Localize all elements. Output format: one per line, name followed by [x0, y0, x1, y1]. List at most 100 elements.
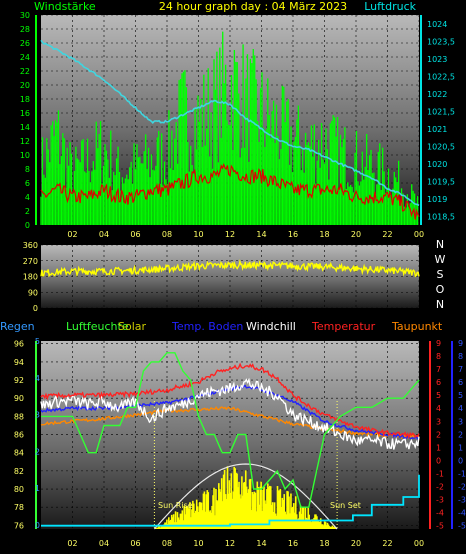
- soil-temperature-tick-label: 8: [458, 352, 463, 361]
- x-tick-label: 04: [99, 539, 109, 548]
- humidity-tick-label: 96: [14, 340, 24, 349]
- rain-line: [41, 474, 420, 527]
- wind-tick-label: 12: [20, 137, 30, 146]
- temperature-tick-label: -2: [436, 483, 444, 492]
- x-tick-label: 08: [162, 230, 172, 239]
- humidity-tick-label: 80: [14, 485, 24, 494]
- x-tick-label: 20: [351, 230, 361, 239]
- pressure-tick-label: 1019,5: [427, 177, 455, 186]
- pressure-tick-label: 1020: [427, 160, 447, 169]
- pressure-tick-label: 1020,5: [427, 142, 455, 151]
- pressure-tick-label: 1019: [427, 195, 447, 204]
- rain-tick-label: 3: [35, 411, 40, 420]
- soil-temperature-tick-label: 0: [458, 456, 463, 465]
- humidity-tick-label: 86: [14, 431, 24, 440]
- pressure-tick-label: 1023,5: [427, 37, 455, 46]
- wind-tick-label: 4: [25, 193, 30, 202]
- temperature-tick-label: -4: [436, 509, 444, 518]
- direction-tick-label: 0: [33, 304, 38, 313]
- wind-tick-label: 8: [25, 165, 30, 174]
- temperature-series: [40, 352, 420, 527]
- temperature-tick-label: 7: [436, 365, 441, 374]
- wind-tick-label: 26: [20, 39, 30, 48]
- direction-tick-label: 90: [28, 288, 38, 297]
- sunset-label: Sun Set: [330, 501, 361, 510]
- pressure-tick-label: 1021,5: [427, 107, 455, 116]
- x-tick-label: 00: [414, 539, 424, 548]
- soil-temperature-tick-label: -1: [458, 470, 466, 479]
- rain-tick-label: 5: [35, 337, 40, 346]
- compass-label: S: [437, 268, 444, 281]
- soil-temperature-tick-label: -5: [458, 522, 466, 531]
- wind-tick-label: 10: [20, 151, 30, 160]
- wind-tick-label: 16: [20, 109, 30, 118]
- soil-temperature-tick-label: 7: [458, 365, 463, 374]
- wind-tick-label: 24: [20, 53, 30, 62]
- x-tick-label: 06: [130, 539, 140, 548]
- wind-tick-label: 20: [20, 81, 30, 90]
- rain-tick-label: 4: [35, 374, 40, 383]
- legend-temperatur: Temperatur: [311, 320, 376, 333]
- x-tick-label: 22: [382, 230, 392, 239]
- temperature-tick-label: -3: [436, 496, 444, 505]
- wind-direction-line: [40, 259, 420, 278]
- x-tick-label: 02: [67, 230, 77, 239]
- solar-radiation: [153, 401, 338, 530]
- temperature-line: [40, 362, 420, 440]
- pressure-tick-label: 1022: [427, 90, 447, 99]
- wind-tick-label: 2: [25, 207, 30, 216]
- soil-temperature-tick-label: 9: [458, 339, 463, 348]
- temperature-tick-label: -5: [436, 522, 444, 531]
- wind-direction-grid: [41, 244, 420, 309]
- x-tick-label: 14: [256, 539, 266, 548]
- soil-temperature-tick-label: 2: [458, 430, 463, 439]
- humidity-tick-label: 88: [14, 412, 24, 421]
- humidity-tick-label: 94: [14, 358, 24, 367]
- temperature-tick-label: -1: [436, 470, 444, 479]
- wind-pressure-series: [40, 31, 420, 225]
- wind-axis-title: Windstärke: [34, 0, 96, 13]
- x-tick-label: 18: [319, 539, 329, 548]
- compass-label: W: [435, 253, 446, 266]
- humidity-tick-label: 78: [14, 503, 24, 512]
- legend-luftfeuchte: Luftfeuchte: [66, 320, 129, 333]
- x-tick-label: 12: [225, 230, 235, 239]
- compass-label: O: [436, 283, 445, 296]
- wind-tick-label: 14: [20, 123, 30, 132]
- humidity-tick-label: 82: [14, 467, 24, 476]
- x-tick-label: 04: [99, 230, 109, 239]
- legend-windchill: Windchill: [246, 320, 296, 333]
- x-tick-label: 10: [193, 539, 203, 548]
- temperature-tick-label: 1: [436, 443, 441, 452]
- humidity-tick-label: 76: [14, 521, 24, 530]
- soil-temperature-tick-label: -4: [458, 509, 466, 518]
- compass-label: N: [436, 238, 444, 251]
- wind-speed-line: [40, 163, 420, 220]
- soil-temperature-tick-label: 5: [458, 391, 463, 400]
- pressure-tick-label: 1022,5: [427, 72, 455, 81]
- x-tick-label: 02: [67, 539, 77, 548]
- x-tick-label: 20: [351, 539, 361, 548]
- humidity-line: [41, 352, 420, 508]
- pressure-line: [40, 39, 420, 207]
- pressure-tick-label: 1018,5: [427, 212, 455, 221]
- x-tick-label: 12: [225, 539, 235, 548]
- legend-taupunkt: Taupunkt: [391, 320, 443, 333]
- x-tick-label: 06: [130, 230, 140, 239]
- wind-tick-label: 0: [25, 221, 30, 230]
- x-tick-label: 00: [414, 230, 424, 239]
- temperature-tick-label: 3: [436, 417, 441, 426]
- pressure-tick-label: 1024: [427, 20, 447, 29]
- soil-temperature-tick-label: 4: [458, 404, 463, 413]
- x-tick-label: 16: [288, 230, 298, 239]
- soil-temperature-tick-label: 3: [458, 417, 463, 426]
- legend-regen: Regen: [0, 320, 35, 333]
- temperature-tick-label: 0: [436, 456, 441, 465]
- wind-tick-label: 18: [20, 95, 30, 104]
- compass-label: N: [436, 298, 444, 311]
- windchill-line: [40, 377, 420, 450]
- rain-tick-label: 1: [35, 484, 40, 493]
- wind-tick-label: 28: [20, 25, 30, 34]
